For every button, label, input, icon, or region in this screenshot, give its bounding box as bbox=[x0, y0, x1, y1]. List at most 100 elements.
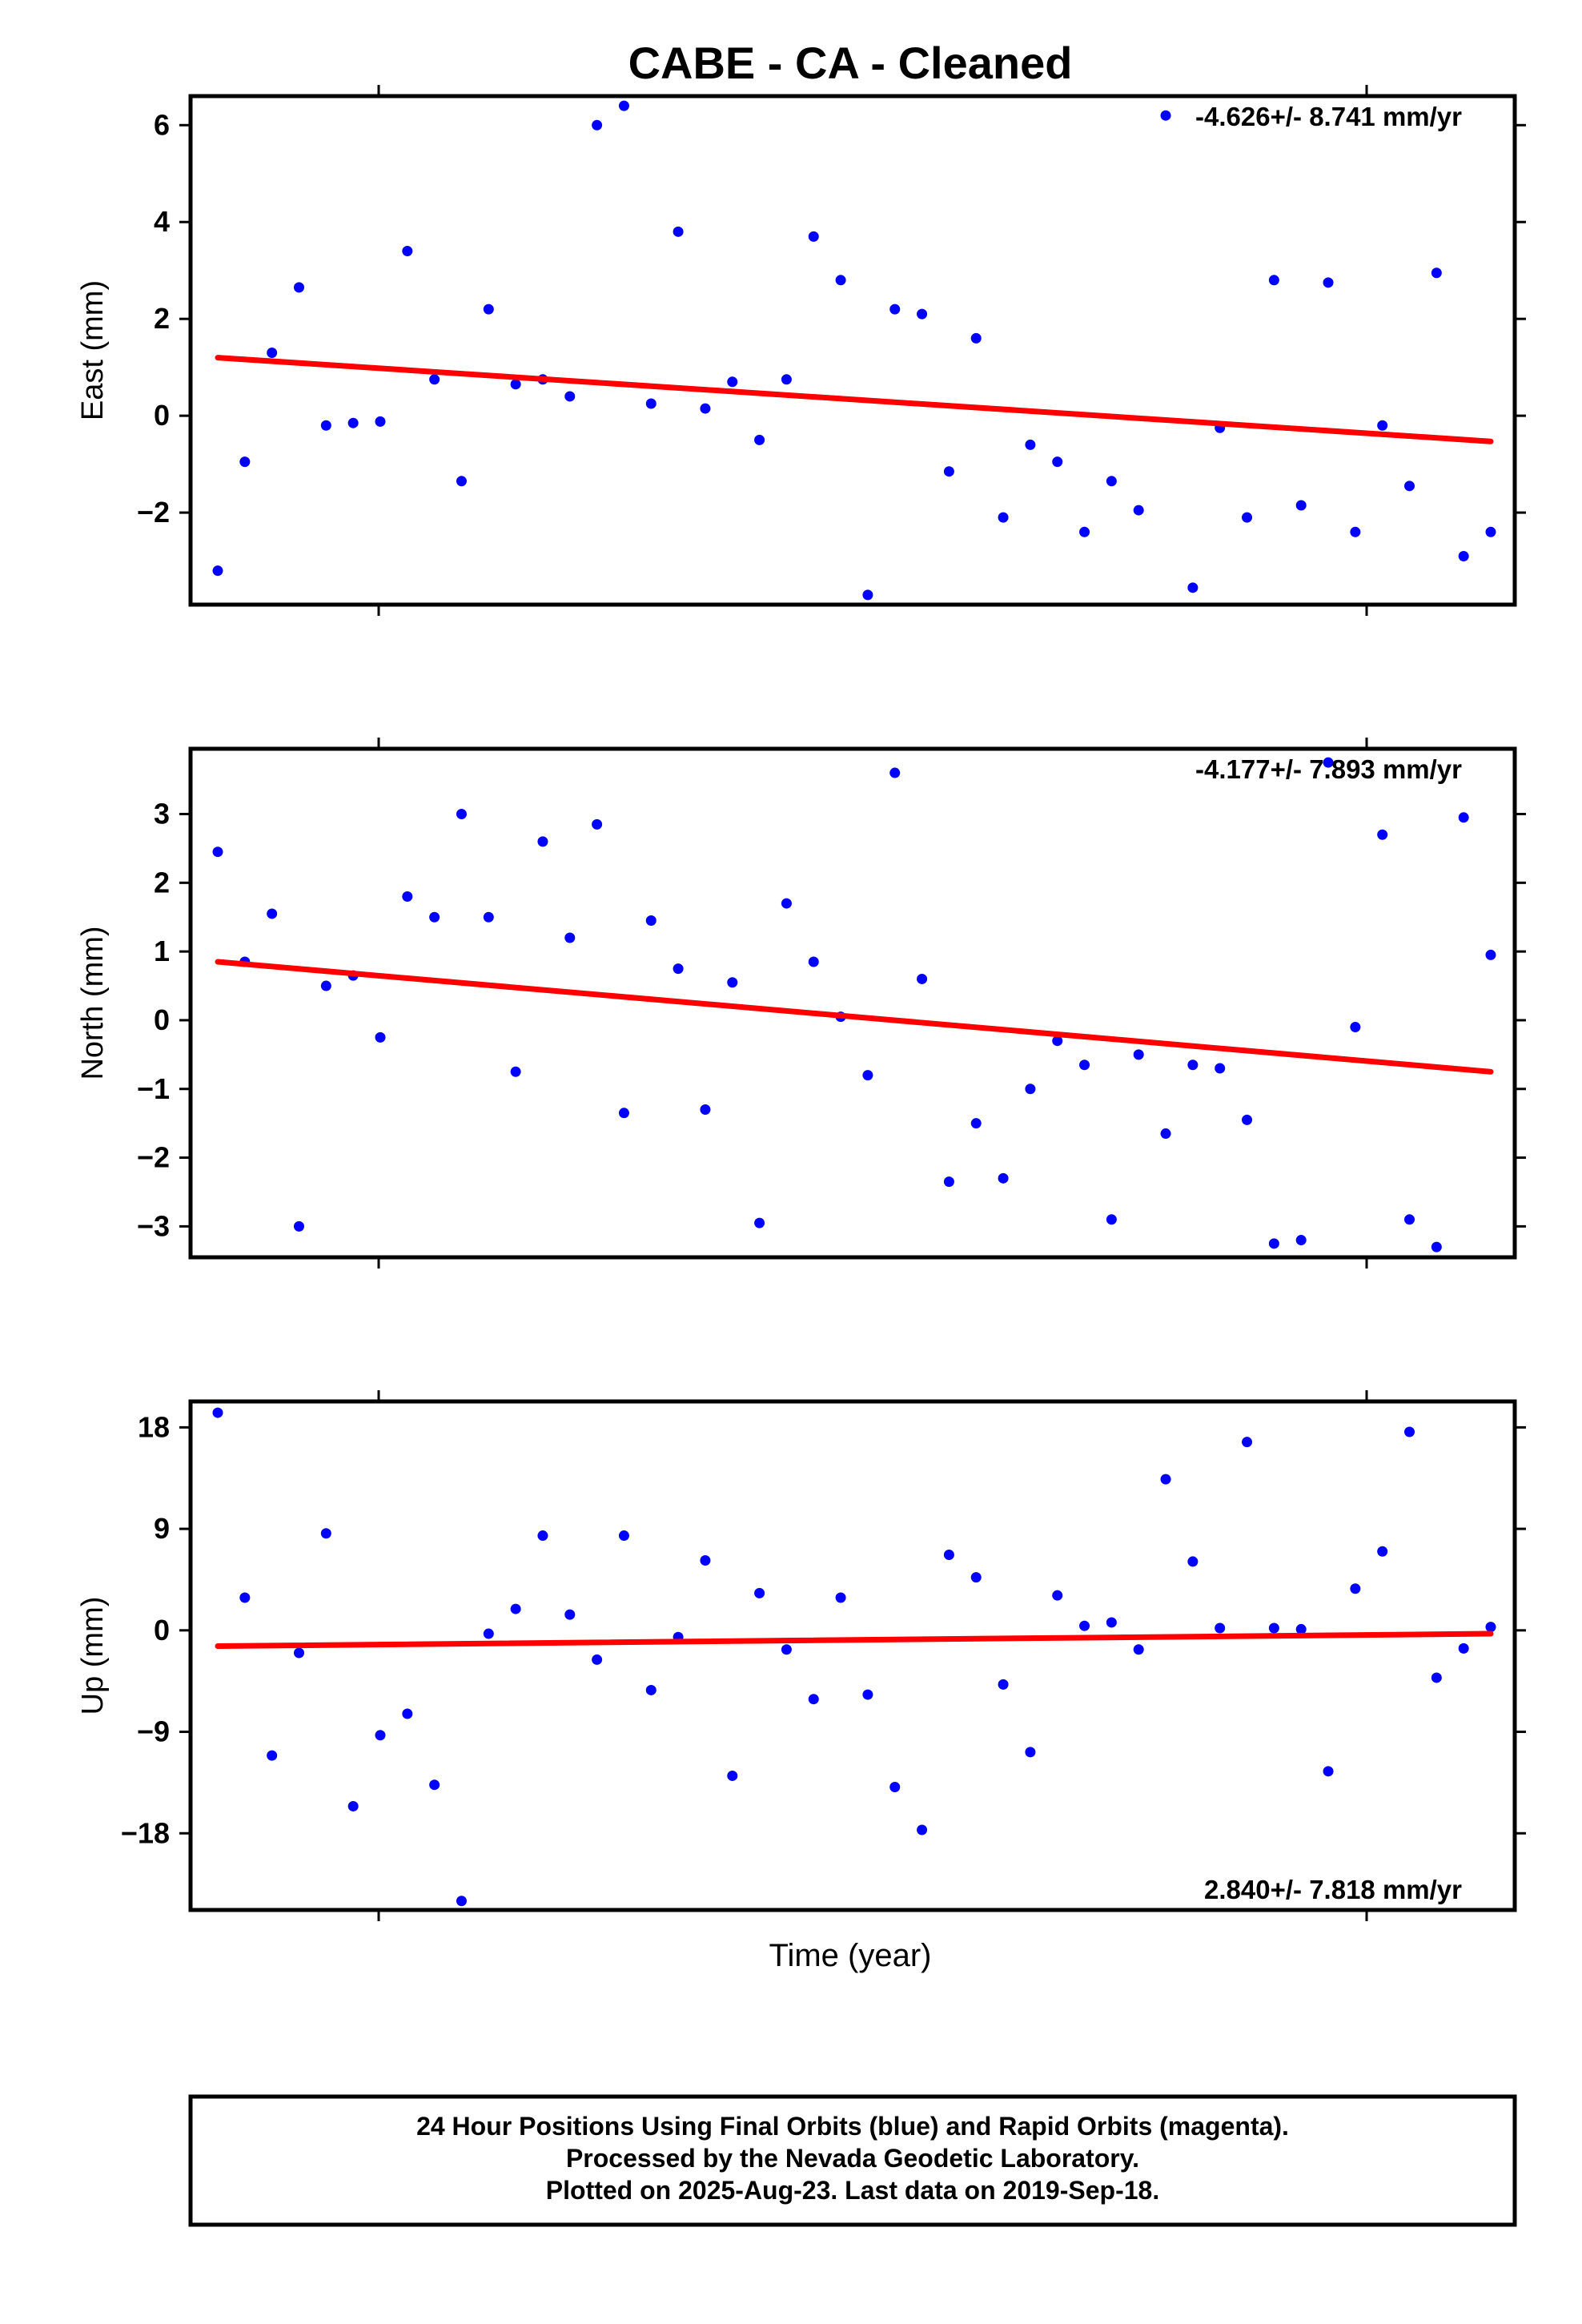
data-point bbox=[1458, 551, 1469, 562]
data-point bbox=[375, 1031, 386, 1043]
data-point bbox=[402, 1708, 413, 1719]
rate-label: -4.626+/- 8.741 mm/yr bbox=[1195, 102, 1462, 131]
data-point bbox=[1485, 949, 1496, 960]
data-point bbox=[1242, 1114, 1253, 1125]
data-point bbox=[1268, 1238, 1279, 1249]
y-tick-label: −2 bbox=[137, 1141, 170, 1174]
y-tick-label: −1 bbox=[137, 1072, 170, 1105]
data-point bbox=[835, 275, 846, 286]
trend-line bbox=[215, 355, 1494, 444]
data-point bbox=[1160, 110, 1171, 121]
data-point bbox=[592, 119, 603, 131]
data-point bbox=[970, 332, 982, 344]
data-point bbox=[1431, 1672, 1442, 1683]
rate-label: 2.840+/- 7.818 mm/yr bbox=[1204, 1875, 1462, 1904]
y-axis-label: East (mm) bbox=[76, 280, 110, 420]
data-point bbox=[917, 1824, 928, 1835]
data-point bbox=[862, 1070, 873, 1081]
data-point bbox=[862, 1689, 873, 1700]
plot-frame bbox=[188, 1399, 1517, 1912]
data-point bbox=[1215, 1063, 1226, 1074]
data-point bbox=[1458, 1642, 1469, 1654]
data-point bbox=[781, 1644, 792, 1655]
data-point bbox=[835, 1592, 846, 1603]
data-point bbox=[1377, 829, 1388, 840]
data-point bbox=[1268, 1622, 1279, 1634]
data-point bbox=[1323, 757, 1334, 768]
data-point bbox=[700, 403, 711, 414]
data-point bbox=[293, 1647, 304, 1659]
data-point bbox=[1106, 1617, 1117, 1628]
data-point bbox=[645, 398, 656, 409]
data-point bbox=[1404, 480, 1415, 492]
data-point bbox=[347, 1800, 359, 1811]
data-point bbox=[1350, 526, 1361, 537]
panels: 6 4 2 0 −2 -4.626+/- 8.741 mm/yr East (mm) 3 2 1 0… bbox=[76, 85, 1526, 1921]
data-point bbox=[564, 932, 576, 943]
data-point bbox=[510, 1066, 521, 1077]
data-point bbox=[1323, 1766, 1334, 1777]
data-point bbox=[239, 456, 251, 468]
data-point bbox=[1295, 500, 1307, 511]
data-point bbox=[727, 1770, 738, 1781]
data-point bbox=[1350, 1583, 1361, 1594]
data-point bbox=[375, 1730, 386, 1741]
data-point bbox=[347, 417, 359, 428]
data-point bbox=[943, 466, 954, 477]
data-point bbox=[212, 1407, 223, 1418]
footer-box bbox=[188, 2094, 1517, 2227]
data-point bbox=[483, 911, 494, 923]
data-point bbox=[754, 1217, 765, 1228]
data-point bbox=[754, 1587, 765, 1598]
data-point bbox=[673, 963, 684, 975]
data-point bbox=[267, 1750, 278, 1761]
footer-line-3: Plotted on 2025-Aug-23. Last data on 201… bbox=[546, 2176, 1159, 2205]
data-point bbox=[808, 1694, 819, 1705]
data-point bbox=[510, 1603, 521, 1614]
data-point bbox=[537, 836, 548, 847]
panel-east: 6 4 2 0 −2 -4.626+/- 8.741 mm/yr East (mm) bbox=[76, 85, 1526, 616]
footer-line-2: Processed by the Nevada Geodetic Laborat… bbox=[566, 2144, 1139, 2173]
data-point bbox=[293, 282, 304, 293]
data-point bbox=[320, 980, 331, 991]
data-point bbox=[1458, 812, 1469, 823]
panel-up: 18 9 0 −9 −18 2.840+/- 7.818 mm/yr Up (mm) bbox=[76, 1390, 1526, 1921]
data-point bbox=[320, 420, 331, 431]
panel-north: 3 2 1 0 −1 −2 −3 -4.177+/- 7.893 mm/yr North (mm… bbox=[76, 738, 1526, 1269]
data-point bbox=[564, 391, 576, 402]
y-tick-label: 0 bbox=[154, 1614, 170, 1647]
y-tick-label: 0 bbox=[154, 399, 170, 432]
data-point bbox=[375, 416, 386, 427]
x-axis-label: Time (year) bbox=[769, 1938, 932, 1973]
data-point bbox=[808, 231, 819, 242]
data-point bbox=[1025, 1747, 1036, 1758]
y-tick-label: 2 bbox=[154, 302, 170, 335]
data-point bbox=[781, 374, 792, 385]
data-point bbox=[1404, 1426, 1415, 1437]
data-point bbox=[1160, 1128, 1171, 1140]
y-axis-label: North (mm) bbox=[76, 926, 110, 1080]
data-point bbox=[862, 589, 873, 601]
data-point bbox=[1025, 439, 1036, 450]
data-point bbox=[1377, 1546, 1388, 1557]
data-point bbox=[645, 915, 656, 927]
data-point bbox=[618, 1530, 629, 1542]
data-point bbox=[293, 1220, 304, 1232]
y-tick-label: 2 bbox=[154, 866, 170, 899]
y-tick-label: 4 bbox=[154, 205, 170, 238]
data-point bbox=[510, 379, 521, 390]
data-point bbox=[673, 226, 684, 237]
data-point bbox=[943, 1176, 954, 1188]
data-point bbox=[1295, 1623, 1307, 1634]
y-tick-label: 18 bbox=[138, 1410, 170, 1443]
data-point bbox=[1323, 277, 1334, 288]
data-point bbox=[212, 565, 223, 577]
data-point bbox=[645, 1684, 656, 1695]
data-point bbox=[1404, 1214, 1415, 1225]
data-point bbox=[320, 1528, 331, 1539]
data-point bbox=[1052, 1035, 1063, 1047]
data-point bbox=[1079, 1620, 1090, 1631]
data-point bbox=[754, 434, 765, 445]
data-point bbox=[1052, 1590, 1063, 1601]
